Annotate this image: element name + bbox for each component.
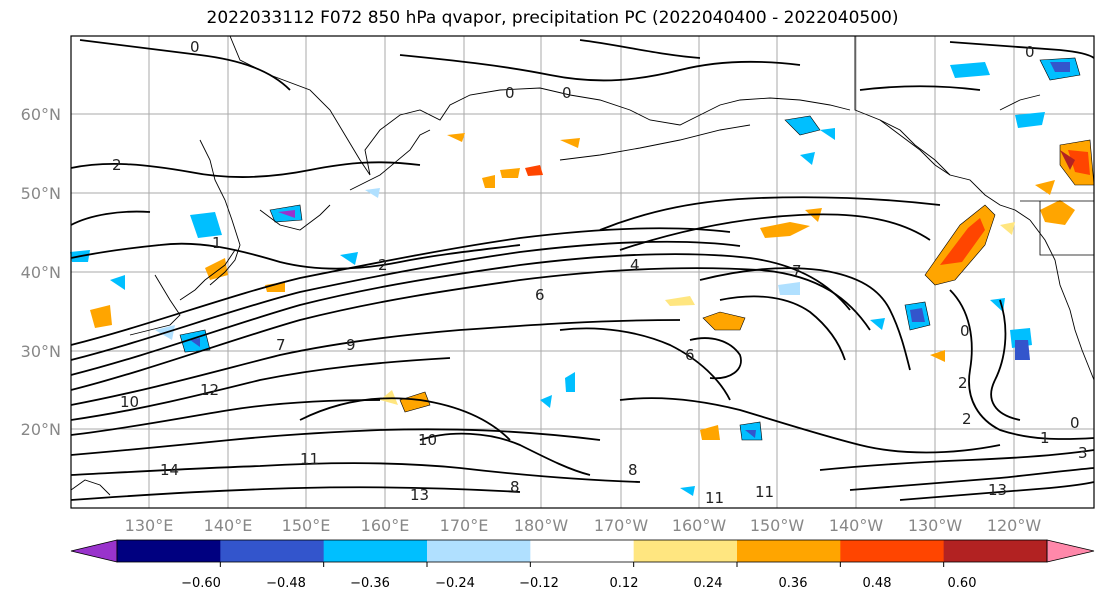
lon-label: 150°E	[282, 516, 331, 535]
colorbar-swatch	[427, 540, 531, 562]
lon-label: 150°W	[750, 516, 805, 535]
borders	[1020, 200, 1094, 256]
lon-label: 140°E	[204, 516, 253, 535]
lat-label: 30°N	[21, 342, 61, 361]
lat-label: 60°N	[21, 105, 61, 124]
lon-label: 180°W	[514, 516, 569, 535]
lon-label: 130°W	[908, 516, 963, 535]
colorbar-tick-label: 0.60	[948, 576, 977, 591]
colorbar: −0.60 −0.48 −0.36 −0.24 −0.12 0.12 0.24 …	[70, 539, 1095, 591]
contour-label: 0	[1025, 43, 1035, 61]
contour-label: 10	[418, 431, 437, 449]
colorbar-arrow-high	[1046, 539, 1095, 563]
contour-label: 2	[112, 156, 122, 174]
colorbar-swatch	[220, 540, 325, 562]
lon-label: 160°W	[672, 516, 727, 535]
colorbar-tick-label: −0.36	[350, 576, 390, 591]
colorbar-swatch	[530, 540, 635, 562]
colorbar-swatch	[737, 540, 841, 562]
contour-label: 0	[1070, 414, 1080, 432]
colorbar-swatch	[117, 540, 221, 562]
contour-label: 0	[190, 38, 200, 56]
contour-labels: 0 0 0 0 2 2 1 4 6 7 9 10 12 14 11 13 10 …	[112, 38, 1088, 507]
contour-label: 8	[510, 478, 520, 496]
contour-label: 10	[120, 393, 139, 411]
lat-label: 50°N	[21, 184, 61, 203]
contour-label: 2	[958, 374, 968, 392]
coastlines	[70, 35, 1095, 496]
colorbar-tick-label: 0.12	[610, 576, 639, 591]
lon-label: 170°W	[594, 516, 649, 535]
colorbar-tick-label: −0.60	[181, 576, 221, 591]
contour-label: 8	[628, 461, 638, 479]
contour-label: 2	[378, 256, 388, 274]
contour-label: 2	[962, 410, 972, 428]
colorbar-tick-label: 0.24	[694, 576, 723, 591]
contour-label: 1	[212, 234, 222, 252]
lat-label: 20°N	[21, 420, 61, 439]
colorbar-swatch	[633, 540, 738, 562]
colorbar-swatch	[943, 540, 1048, 562]
contour-label: 7	[792, 262, 802, 280]
contour-label: 14	[160, 461, 179, 479]
colorbar-tick-label: −0.24	[435, 576, 475, 591]
contour-label: 11	[755, 483, 774, 501]
lon-label: 170°E	[440, 516, 489, 535]
lon-label: 120°W	[987, 516, 1042, 535]
contour-label: 13	[410, 486, 429, 504]
contour-label: 3	[1078, 444, 1088, 462]
colorbar-arrow-low	[70, 539, 118, 563]
contour-label: 4	[630, 256, 640, 274]
contour-label: 11	[300, 450, 319, 468]
qvapor-contours	[70, 39, 1095, 501]
contour-label: 7	[276, 336, 286, 354]
colorbar-tick-label: −0.48	[266, 576, 306, 591]
latitude-labels: 60°N 50°N 40°N 30°N 20°N	[21, 105, 61, 439]
contour-label: 0	[505, 84, 515, 102]
plot-frame	[70, 35, 1095, 509]
contour-label: 12	[200, 381, 219, 399]
colorbar-swatch	[840, 540, 945, 562]
lat-label: 40°N	[21, 263, 61, 282]
contour-label: 9	[346, 336, 356, 354]
lon-label: 130°E	[125, 516, 174, 535]
contour-label: 11	[705, 489, 724, 507]
contour-label: 13	[988, 481, 1007, 499]
contour-label: 0	[960, 322, 970, 340]
colorbar-swatch	[323, 540, 428, 562]
precipitation-shading	[70, 57, 1095, 496]
colorbar-tick-label: 0.36	[779, 576, 808, 591]
contour-label: 0	[562, 84, 572, 102]
lon-label: 140°W	[829, 516, 884, 535]
contour-label: 6	[535, 286, 545, 304]
map-title: 2022033112 F072 850 hPa qvapor, precipit…	[206, 8, 899, 28]
colorbar-tick-label: −0.12	[519, 576, 559, 591]
colorbar-frame	[116, 539, 1048, 563]
contour-label: 6	[685, 346, 695, 364]
colorbar-tick-label: 0.48	[863, 576, 892, 591]
contour-label: 1	[1040, 429, 1050, 447]
lon-label: 160°E	[361, 516, 410, 535]
longitude-labels: 130°E 140°E 150°E 160°E 170°E 180°W 170°…	[125, 516, 1042, 535]
